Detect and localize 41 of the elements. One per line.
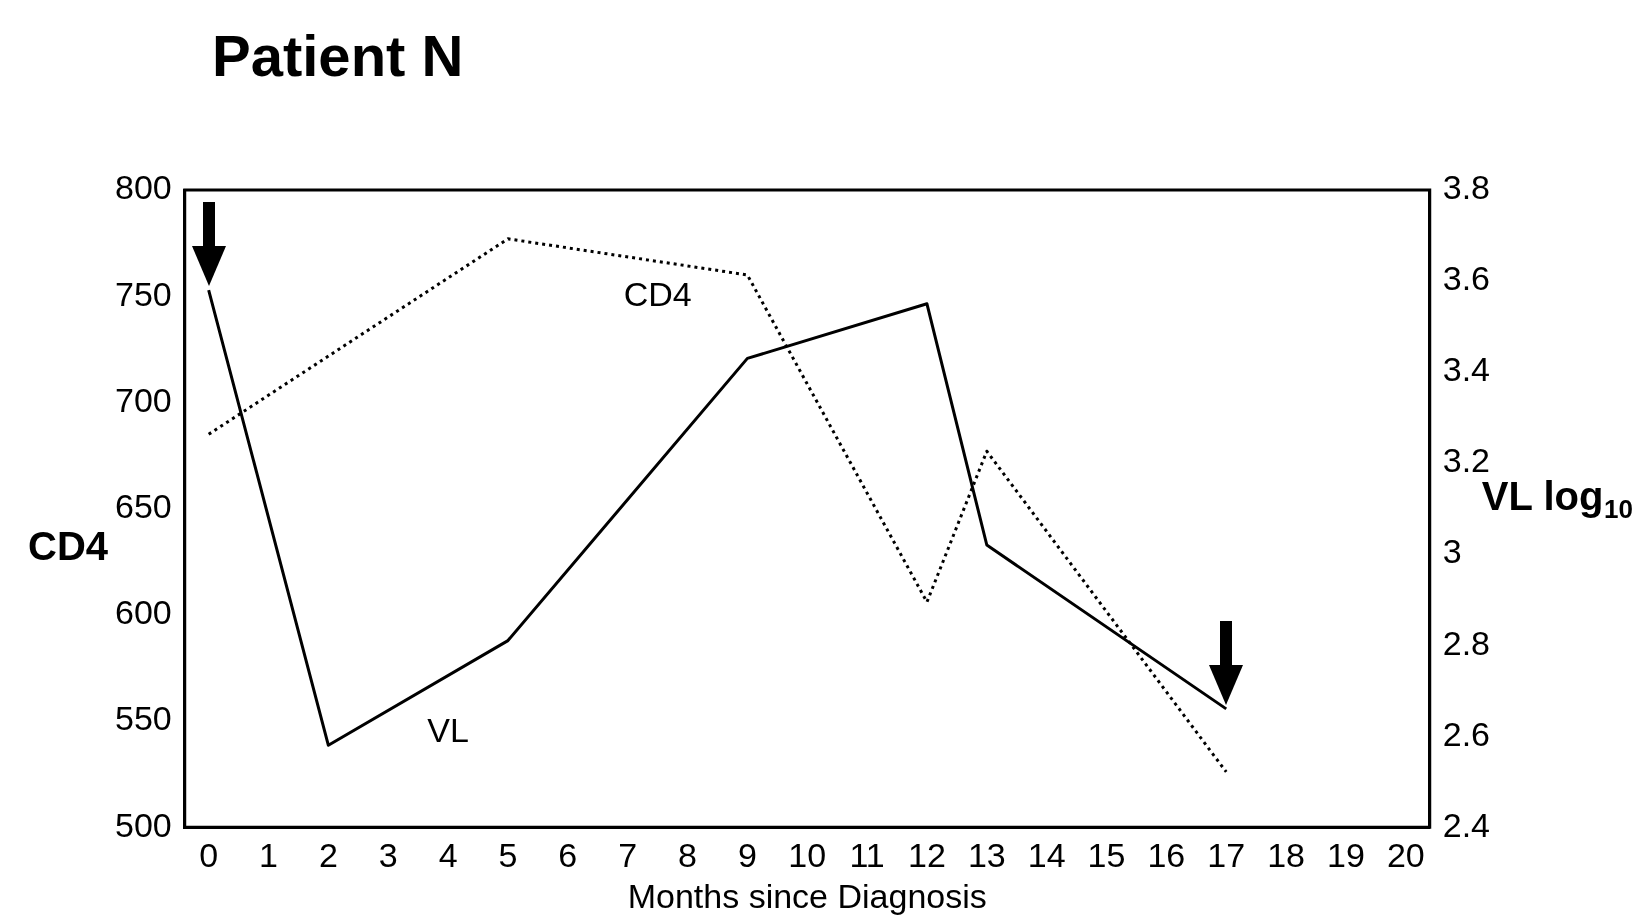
chart-title: Patient N: [212, 22, 464, 89]
x-tick-label: 3: [378, 835, 398, 874]
x-axis-title: Months since Diagnosis: [627, 877, 987, 916]
y-axis-title: CD4: [28, 523, 109, 568]
x-tick-label: 17: [1207, 835, 1246, 874]
x-tick-label: 11: [849, 835, 885, 874]
y2-tick-label: 3: [1442, 532, 1462, 571]
x-tick-label: 9: [737, 835, 757, 874]
series-label: VL: [427, 711, 469, 750]
x-tick-label: 1: [259, 835, 278, 874]
x-tick-label: 12: [908, 835, 946, 874]
x-tick-label: 10: [788, 835, 827, 874]
x-tick-label: 8: [678, 835, 697, 874]
x-tick-label: 5: [498, 835, 518, 874]
y-tick-label: 650: [114, 486, 172, 525]
y-tick-label: 550: [114, 699, 172, 738]
y-tick-label: 800: [114, 168, 172, 207]
series-label: CD4: [623, 275, 692, 314]
y2-tick-label: 2.4: [1442, 805, 1490, 844]
x-tick-label: 14: [1027, 835, 1066, 874]
x-tick-label: 13: [967, 835, 1006, 874]
x-tick-label: 18: [1267, 835, 1305, 874]
y2-tick-label: 3.8: [1442, 168, 1490, 207]
y2-tick-label: 3.2: [1442, 441, 1490, 480]
y-tick-label: 700: [114, 380, 172, 419]
y-tick-label: 500: [114, 805, 172, 844]
x-tick-label: 16: [1147, 835, 1186, 874]
x-tick-label: 0: [199, 835, 219, 874]
y2-tick-label: 3.4: [1442, 350, 1490, 389]
y2-tick-label: 2.8: [1442, 623, 1490, 662]
x-tick-label: 7: [618, 835, 638, 874]
y2-tick-label: 2.6: [1442, 714, 1490, 753]
y-tick-label: 600: [114, 593, 172, 632]
x-tick-label: 15: [1087, 835, 1126, 874]
y2-tick-label: 3.6: [1442, 259, 1490, 298]
x-tick-label: 20: [1386, 835, 1425, 874]
y-tick-label: 750: [114, 274, 172, 313]
x-tick-label: 19: [1327, 835, 1365, 874]
x-tick-label: 4: [438, 835, 458, 874]
x-tick-label: 6: [558, 835, 578, 874]
x-tick-label: 2: [318, 835, 338, 874]
